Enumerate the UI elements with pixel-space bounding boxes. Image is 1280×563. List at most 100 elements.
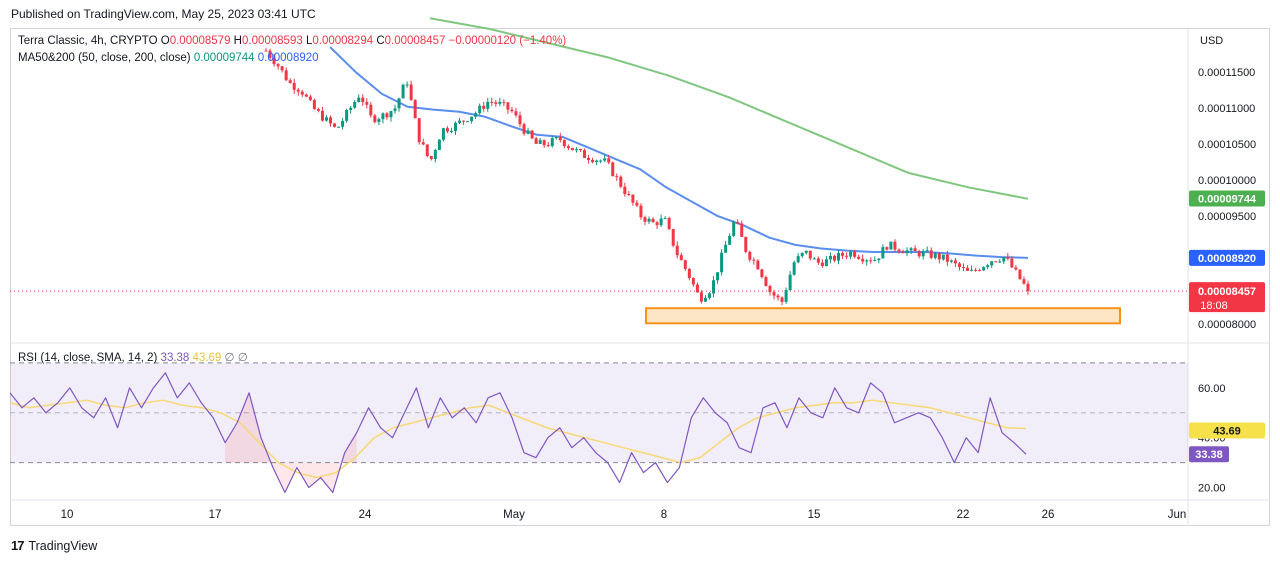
- candle-body: [615, 176, 619, 178]
- candle: [458, 117, 462, 125]
- ma-legend: MA50&200 (50, close, 200, close) 0.00009…: [18, 51, 319, 65]
- candle: [728, 233, 732, 246]
- candle: [1014, 265, 1018, 271]
- candle-body: [986, 265, 990, 268]
- candle: [945, 250, 949, 266]
- rsi-legend-label: RSI (14, close, SMA, 14, 2): [18, 352, 158, 364]
- candle-body: [566, 146, 570, 148]
- candle-body: [994, 261, 998, 263]
- time-axis-label: May: [503, 509, 525, 521]
- rsi-legend: RSI (14, close, SMA, 14, 2) 33.38 43.69 …: [18, 351, 248, 365]
- candle: [393, 104, 397, 114]
- candle-body: [578, 149, 582, 151]
- candle-body: [974, 269, 978, 271]
- candle-body: [949, 260, 953, 262]
- candle: [272, 53, 276, 67]
- candle-body: [736, 221, 740, 224]
- candle-body: [264, 50, 268, 52]
- candle: [494, 100, 498, 107]
- candle: [724, 240, 728, 253]
- candle: [897, 248, 901, 254]
- candle: [510, 106, 514, 113]
- candle-body: [627, 193, 631, 195]
- candle: [929, 247, 933, 260]
- candle: [780, 296, 784, 306]
- candle: [292, 78, 296, 94]
- candle-body: [744, 236, 748, 252]
- candle-body: [901, 251, 905, 254]
- candle-body: [587, 157, 591, 160]
- ma200-price-tag: 0.00009744: [1189, 190, 1265, 207]
- candle-body: [881, 247, 885, 259]
- candle: [716, 272, 720, 284]
- candle-body: [506, 102, 510, 110]
- candle-body: [748, 251, 752, 260]
- candle-body: [929, 250, 933, 258]
- last-price-tag-bg: [1189, 282, 1265, 313]
- candle: [804, 250, 808, 255]
- candle: [603, 154, 607, 163]
- candle: [312, 98, 316, 110]
- candle-body: [691, 278, 695, 285]
- candle-body: [953, 260, 957, 264]
- candle-body: [756, 260, 760, 270]
- candle-body: [474, 113, 478, 117]
- candle-body: [538, 140, 542, 144]
- candle: [308, 94, 312, 102]
- legend-change: −0.00000120 (−1.40%): [448, 35, 567, 47]
- candle: [445, 126, 449, 134]
- candle: [562, 139, 566, 149]
- candle: [587, 154, 591, 164]
- candle: [772, 289, 776, 300]
- candle-body: [337, 126, 341, 128]
- candle-body: [272, 57, 276, 65]
- candle: [647, 216, 651, 224]
- candle: [1010, 256, 1014, 269]
- candle-body: [724, 244, 728, 253]
- candle-body: [607, 158, 611, 163]
- candle-body: [639, 205, 643, 218]
- candle: [881, 244, 885, 259]
- candles: [264, 48, 1030, 306]
- price-axis-tick: 0.00010000: [1198, 175, 1256, 187]
- candle: [663, 216, 667, 220]
- candle: [433, 148, 437, 163]
- candle: [1018, 269, 1022, 280]
- candle: [611, 161, 615, 177]
- candle-body: [1006, 257, 1010, 259]
- candle: [361, 94, 365, 106]
- candle: [333, 122, 337, 128]
- candle: [405, 81, 409, 88]
- candle: [732, 220, 736, 238]
- candle: [643, 215, 647, 226]
- candle-body: [760, 269, 764, 278]
- candle-body: [913, 248, 917, 252]
- candle-body: [784, 290, 788, 302]
- candle: [619, 175, 623, 189]
- candle-body: [845, 255, 849, 257]
- candle-body: [449, 131, 453, 133]
- candle-body: [482, 105, 486, 109]
- candle-body: [417, 118, 421, 143]
- candle-body: [1022, 279, 1026, 284]
- tradingview-footer[interactable]: 17 TradingView: [11, 538, 97, 553]
- candle-body: [832, 255, 836, 261]
- candle-body: [961, 267, 965, 269]
- candle-body: [889, 241, 893, 250]
- legend-open-value: 0.00008579: [169, 35, 231, 47]
- candle-body: [341, 120, 345, 127]
- candle: [381, 112, 385, 124]
- candle: [857, 254, 861, 260]
- candle: [695, 282, 699, 293]
- candle-body: [308, 96, 312, 101]
- candle-body: [752, 259, 756, 261]
- candle-body: [663, 218, 667, 220]
- candle: [869, 257, 873, 264]
- candle: [329, 115, 333, 127]
- candle-body: [320, 110, 324, 121]
- rsi-value-tag-bg: [1189, 446, 1229, 463]
- ma50-price-tag-bg: [1189, 249, 1265, 266]
- legend-close-label: C: [376, 35, 385, 47]
- rsi-axis-tick: 60.00: [1198, 383, 1226, 395]
